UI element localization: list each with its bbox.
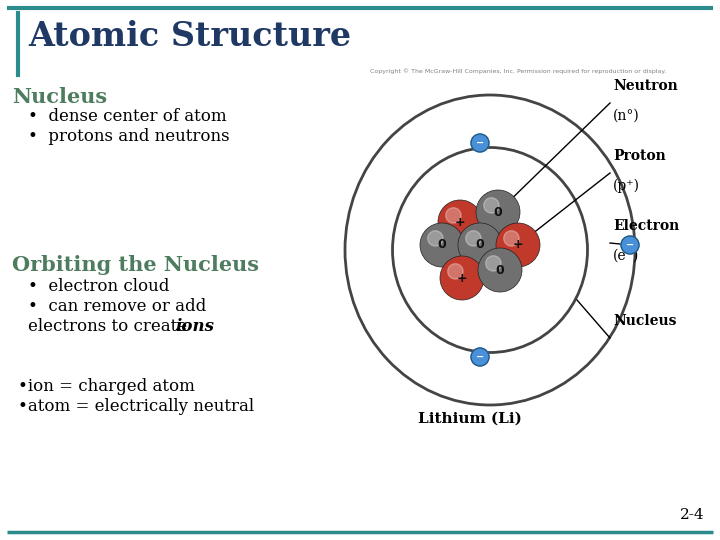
Text: 2-4: 2-4 (680, 508, 705, 522)
Circle shape (496, 223, 540, 267)
Text: −: − (476, 138, 484, 148)
Text: +: + (456, 272, 467, 285)
Circle shape (448, 264, 463, 279)
Circle shape (471, 134, 489, 152)
Text: Nucleus: Nucleus (12, 87, 107, 107)
Text: •ion = charged atom: •ion = charged atom (18, 378, 195, 395)
Text: ions: ions (175, 318, 214, 335)
Circle shape (420, 223, 464, 267)
Text: Atomic Structure: Atomic Structure (28, 20, 351, 53)
Text: −: − (476, 352, 484, 362)
Text: Proton: Proton (613, 149, 666, 163)
Text: (e⁻): (e⁻) (613, 249, 639, 263)
Text: Nucleus: Nucleus (613, 314, 677, 328)
Circle shape (486, 256, 501, 271)
Text: +: + (513, 239, 523, 252)
Text: 0: 0 (494, 206, 503, 219)
Circle shape (476, 190, 520, 234)
Circle shape (438, 200, 482, 244)
Circle shape (440, 256, 484, 300)
Text: •  can remove or add: • can remove or add (28, 298, 206, 315)
Circle shape (428, 231, 443, 246)
Circle shape (478, 248, 522, 292)
Text: (n°): (n°) (613, 109, 640, 123)
Circle shape (471, 348, 489, 366)
Text: 0: 0 (476, 239, 485, 252)
Text: Orbiting the Nucleus: Orbiting the Nucleus (12, 255, 259, 275)
Text: +: + (455, 215, 465, 228)
Circle shape (446, 208, 461, 223)
Text: •  electron cloud: • electron cloud (28, 278, 169, 295)
Text: (p⁺): (p⁺) (613, 179, 640, 193)
Text: electrons to create: electrons to create (28, 318, 192, 335)
Text: •  protons and neutrons: • protons and neutrons (28, 128, 230, 145)
Text: Electron: Electron (613, 219, 679, 233)
Text: Neutron: Neutron (613, 79, 678, 93)
Text: Copyright © The McGraw-Hill Companies, Inc. Permission required for reproduction: Copyright © The McGraw-Hill Companies, I… (370, 68, 666, 73)
Text: 0: 0 (495, 264, 505, 276)
Text: Lithium (Li): Lithium (Li) (418, 412, 522, 426)
Circle shape (466, 231, 481, 246)
Text: −: − (626, 240, 634, 250)
Circle shape (458, 223, 502, 267)
Text: •atom = electrically neutral: •atom = electrically neutral (18, 398, 254, 415)
Text: 0: 0 (438, 239, 446, 252)
Text: •  dense center of atom: • dense center of atom (28, 108, 227, 125)
Circle shape (621, 236, 639, 254)
Circle shape (484, 198, 499, 213)
Circle shape (504, 231, 519, 246)
